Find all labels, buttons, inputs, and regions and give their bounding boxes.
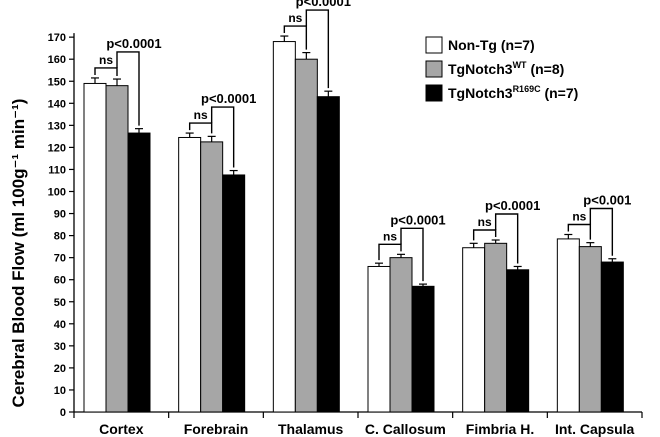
p-value-label: p<0.0001: [485, 198, 540, 213]
y-tick-label: 80: [54, 231, 66, 243]
bar: [389, 257, 413, 413]
legend-swatch: [425, 60, 443, 78]
ns-label: ns: [194, 108, 208, 122]
y-tick-label: 170: [48, 32, 66, 44]
ns-bracket: [283, 25, 308, 50]
bar: [200, 141, 224, 413]
p-bracket: [494, 213, 519, 264]
ns-bracket: [94, 67, 118, 77]
bar: [222, 174, 246, 413]
p-bracket: [400, 227, 424, 282]
legend: Non-Tg (n=7) TgNotch3WT (n=8) TgNotch3R169…: [425, 36, 578, 102]
ns-bracket: [567, 223, 592, 240]
y-tick-label: 60: [54, 275, 66, 287]
bar: [411, 285, 435, 413]
bar: [462, 247, 486, 413]
p-value-label: p<0.0001: [296, 0, 351, 9]
ns-bracket: [472, 229, 497, 241]
legend-entry: TgNotch3R169C (n=7): [448, 84, 578, 101]
bar: [556, 238, 580, 413]
legend-swatch: [425, 84, 443, 102]
ns-label: ns: [383, 229, 397, 243]
ns-bracket: [378, 243, 402, 261]
bar: [272, 41, 296, 413]
legend-swatch: [425, 36, 443, 54]
x-category-label: Forebrain: [184, 421, 249, 437]
p-bracket: [305, 9, 330, 89]
y-tick-label: 0: [60, 407, 66, 419]
ns-label: ns: [288, 11, 302, 25]
p-value-label: p<0.0001: [201, 91, 256, 106]
y-tick-label: 110: [48, 164, 66, 176]
ns-bracket: [188, 122, 213, 134]
legend-entry: Non-Tg (n=7): [448, 37, 535, 53]
p-bracket: [589, 207, 614, 256]
bar: [127, 132, 151, 413]
y-tick-label: 10: [54, 385, 66, 397]
x-category-label: C. Callosum: [365, 421, 446, 437]
y-tick-label: 20: [54, 363, 66, 375]
p-value-label: p<0.001: [583, 192, 631, 207]
y-tick-label: 140: [48, 98, 66, 110]
p-value-label: p<0.0001: [106, 36, 161, 51]
x-category-label: Fimbria H.: [466, 421, 534, 437]
y-tick-label: 50: [54, 297, 66, 309]
significance-annotations: ns p<0.0001 ns p<0.0001 ns p<0.0001 ns p<0.0001…: [94, 0, 631, 282]
bar: [484, 242, 508, 413]
ns-label: ns: [99, 53, 113, 67]
y-tick-label: 100: [48, 187, 66, 199]
bar: [316, 96, 340, 413]
y-axis-label: Cerebral Blood Flow (ml 100g⁻¹ min⁻¹): [9, 99, 28, 408]
y-tick-label: 120: [48, 142, 66, 154]
y-axis: 0 10 20 30 40 50 60 70 80 90 100 110 120 130 140 150 160…: [48, 32, 75, 419]
p-bracket: [210, 106, 235, 168]
bar: [105, 85, 129, 413]
bars: [83, 35, 624, 413]
x-category-label: Int. Capsula: [555, 421, 635, 437]
y-tick-label: 150: [48, 76, 66, 88]
y-tick-label: 30: [54, 341, 66, 353]
y-tick-label: 40: [54, 319, 66, 331]
y-tick-label: 160: [48, 54, 66, 66]
bar: [294, 58, 318, 413]
p-value-label: p<0.0001: [390, 212, 445, 227]
y-tick-label: 130: [48, 120, 66, 132]
bar: [578, 246, 602, 413]
bar: [83, 82, 107, 413]
x-category-label: Thalamus: [278, 421, 344, 437]
bar: [506, 269, 530, 413]
ns-label: ns: [572, 209, 586, 223]
x-axis: Cortex Forebrain Thalamus C. Callosum Fimbri…: [73, 411, 643, 437]
bar: [367, 265, 391, 413]
legend-entry: TgNotch3WT (n=8): [448, 60, 564, 77]
ns-label: ns: [478, 215, 492, 229]
y-tick-label: 90: [54, 209, 66, 221]
y-tick-label: 70: [54, 253, 66, 265]
x-category-label: Cortex: [99, 421, 144, 437]
bar: [600, 261, 624, 413]
bar: [178, 136, 202, 413]
p-bracket: [116, 51, 140, 126]
